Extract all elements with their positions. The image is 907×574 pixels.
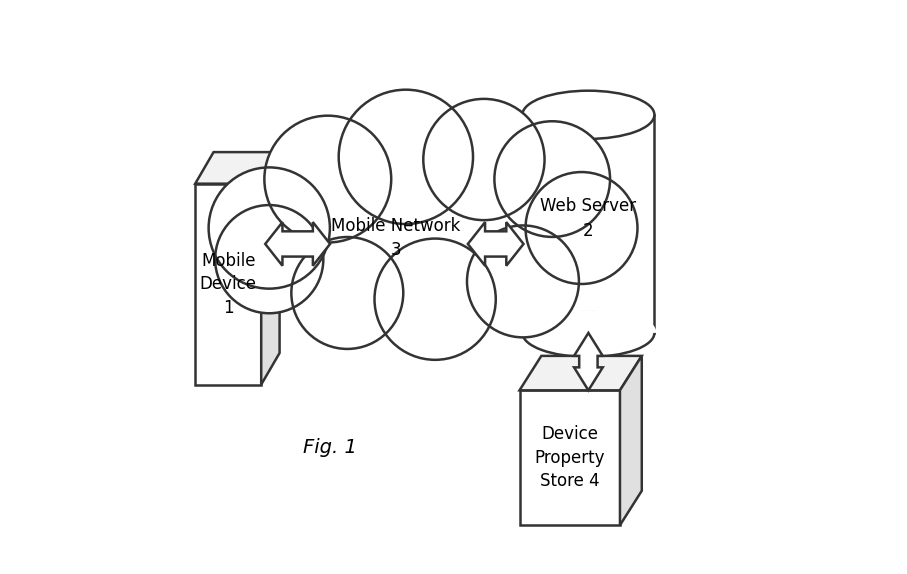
Circle shape xyxy=(291,237,404,349)
Polygon shape xyxy=(520,356,642,390)
Circle shape xyxy=(264,116,391,243)
Polygon shape xyxy=(522,115,654,333)
Text: Fig. 1: Fig. 1 xyxy=(303,438,357,457)
Text: Mobile Network
3: Mobile Network 3 xyxy=(331,218,461,259)
Polygon shape xyxy=(195,152,279,184)
Circle shape xyxy=(467,226,579,338)
Ellipse shape xyxy=(249,152,542,312)
Polygon shape xyxy=(265,222,330,266)
Polygon shape xyxy=(195,184,261,385)
Text: Mobile
Device
1: Mobile Device 1 xyxy=(200,251,257,317)
Polygon shape xyxy=(261,152,279,385)
Ellipse shape xyxy=(522,309,654,357)
Polygon shape xyxy=(520,390,620,525)
Polygon shape xyxy=(620,356,642,525)
Circle shape xyxy=(494,121,610,237)
Circle shape xyxy=(215,205,324,313)
Polygon shape xyxy=(468,222,523,266)
Circle shape xyxy=(209,168,330,289)
Ellipse shape xyxy=(522,91,654,139)
Polygon shape xyxy=(574,333,603,390)
Circle shape xyxy=(338,90,473,224)
Text: Web Server
2: Web Server 2 xyxy=(541,197,637,239)
Circle shape xyxy=(424,99,544,220)
Circle shape xyxy=(375,239,496,360)
Text: Device
Property
Store 4: Device Property Store 4 xyxy=(534,425,605,490)
Circle shape xyxy=(525,172,638,284)
